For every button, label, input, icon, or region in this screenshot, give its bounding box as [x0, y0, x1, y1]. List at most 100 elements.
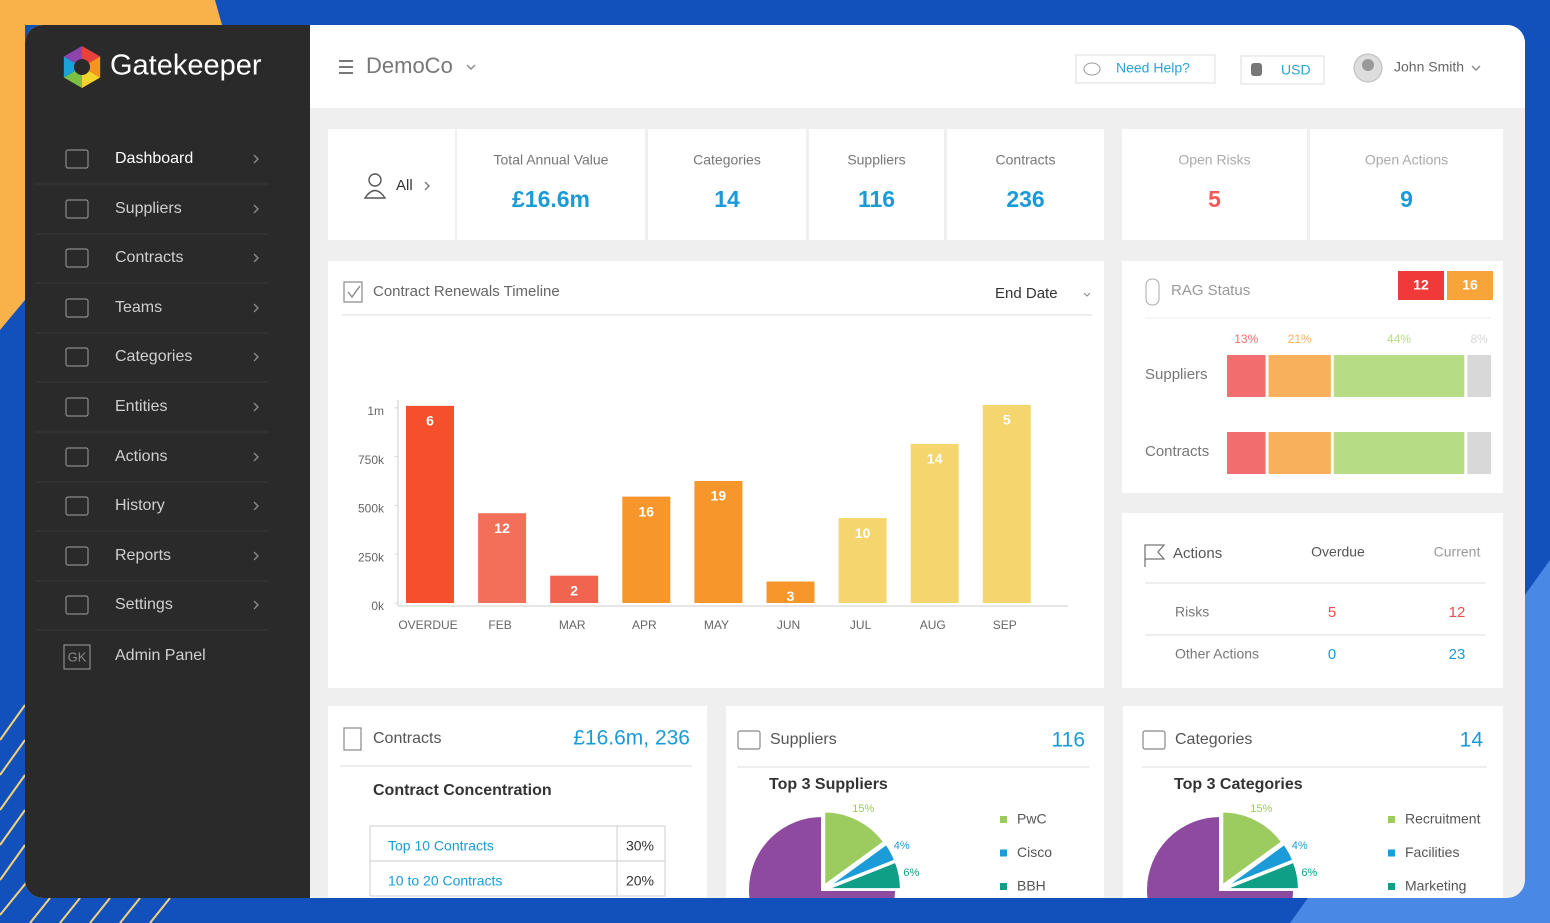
kpi-label: Open Actions — [1365, 152, 1448, 168]
legend-label: PwC — [1017, 811, 1047, 827]
chart-title: Top 3 Suppliers — [769, 776, 888, 793]
flag-badge — [1398, 271, 1444, 300]
card-total: 116 — [1052, 729, 1085, 752]
cell-value[interactable]: 23 — [1449, 646, 1466, 663]
cell-value[interactable]: 12 — [1449, 604, 1466, 621]
user-name[interactable]: John Smith — [1394, 59, 1464, 75]
cell-value[interactable]: 0 — [1328, 646, 1336, 663]
bar — [982, 404, 1031, 603]
card-total: £16.6m, 236 — [573, 727, 690, 750]
rag-segment — [1268, 432, 1331, 474]
icon — [65, 199, 89, 219]
icon — [65, 149, 89, 169]
icon — [65, 347, 89, 367]
nav-item[interactable]: Categories — [115, 348, 192, 365]
rag-label: 21% — [1288, 332, 1312, 346]
icon — [65, 447, 89, 467]
nav-item[interactable]: Admin Panel — [115, 647, 206, 664]
nav-item[interactable]: Actions — [115, 448, 167, 465]
nav-item[interactable]: Settings — [115, 596, 173, 613]
rag-segment — [1467, 355, 1491, 397]
rag-label: 13% — [1234, 332, 1258, 346]
nav-item[interactable]: Reports — [115, 547, 171, 564]
card-title: Suppliers — [770, 731, 837, 748]
chart-title: Contract Renewals Timeline — [373, 283, 560, 300]
bar-count: 16 — [639, 503, 655, 519]
row-label: Other Actions — [1175, 646, 1259, 662]
nav-item[interactable]: Teams — [115, 299, 162, 316]
icon — [65, 546, 89, 566]
bar-count: 5 — [1003, 412, 1011, 428]
bar-count: 2 — [570, 582, 578, 598]
flag-value: 16 — [1462, 277, 1478, 293]
nav-item[interactable]: Contracts — [115, 249, 183, 266]
legend-swatch — [1000, 849, 1007, 857]
kpi-value: 5 — [1208, 186, 1221, 212]
kpi-label: Suppliers — [847, 152, 905, 168]
chevron — [253, 352, 259, 362]
pie-slice — [826, 860, 902, 891]
nav-item[interactable]: Entities — [115, 398, 167, 415]
card — [809, 129, 944, 240]
nav-item[interactable]: History — [115, 497, 165, 514]
table-row — [369, 860, 666, 897]
icon — [1251, 63, 1262, 76]
x-tick-label: APR — [632, 618, 657, 632]
chevron — [253, 204, 259, 214]
chart-title: Top 3 Categories — [1174, 776, 1303, 793]
bar-count: 6 — [426, 413, 434, 429]
kpi-label: Open Risks — [1178, 152, 1250, 168]
x-tick-label: MAR — [559, 618, 586, 632]
brand: Gatekeeper — [110, 50, 262, 82]
kpi-value: £16.6m — [512, 186, 590, 212]
x-tick-label: OVERDUE — [398, 618, 457, 632]
nav-item[interactable]: Suppliers — [115, 200, 182, 217]
bar — [478, 513, 527, 603]
y-tick-label: 750k — [358, 453, 385, 467]
pie-label: 6% — [903, 867, 919, 879]
currency[interactable]: USD — [1281, 62, 1311, 78]
row-label: Suppliers — [1145, 366, 1208, 383]
pie-label: 15% — [1250, 803, 1272, 815]
cell-value[interactable]: 5 — [1328, 604, 1336, 621]
bar — [694, 481, 743, 603]
table-cell[interactable]: Top 10 Contracts — [388, 838, 494, 854]
bar — [766, 581, 815, 603]
legend-swatch — [1388, 849, 1395, 857]
table-cell[interactable]: 10 to 20 Contracts — [388, 873, 502, 889]
card-title: Categories — [1175, 731, 1252, 748]
help-text[interactable]: Need Help? — [1116, 60, 1190, 76]
chevron — [253, 501, 259, 511]
bar-count: 14 — [927, 451, 943, 467]
table-row — [369, 825, 666, 862]
legend-label: Marketing — [1405, 878, 1466, 894]
y-tick-label: 0k — [371, 599, 385, 613]
card — [947, 129, 1104, 240]
company-name[interactable]: DemoCo — [366, 53, 453, 78]
rag-segment — [1227, 355, 1266, 397]
kpi-value: 9 — [1400, 186, 1413, 212]
pie-slice — [1145, 814, 1296, 898]
x-tick-label: JUN — [777, 618, 800, 632]
table-cell: 20% — [626, 873, 654, 889]
bar-count: 12 — [494, 520, 510, 536]
row-label: Risks — [1175, 604, 1209, 620]
pie-slice — [823, 810, 886, 888]
nav-item[interactable]: Dashboard — [115, 150, 193, 167]
icon — [65, 496, 89, 516]
card — [328, 129, 455, 240]
rag-segment — [1467, 432, 1491, 474]
icon — [1083, 62, 1101, 76]
check — [347, 285, 361, 299]
filter[interactable]: All — [396, 177, 413, 194]
icon — [1142, 730, 1166, 750]
stripes — [0, 704, 171, 923]
help-button — [1075, 54, 1216, 84]
sort-select[interactable]: End Date — [995, 285, 1058, 302]
rag-segment — [1227, 432, 1266, 474]
rag-segment — [1333, 355, 1465, 397]
icon — [737, 730, 761, 750]
icon — [343, 281, 363, 303]
icon — [65, 397, 89, 417]
